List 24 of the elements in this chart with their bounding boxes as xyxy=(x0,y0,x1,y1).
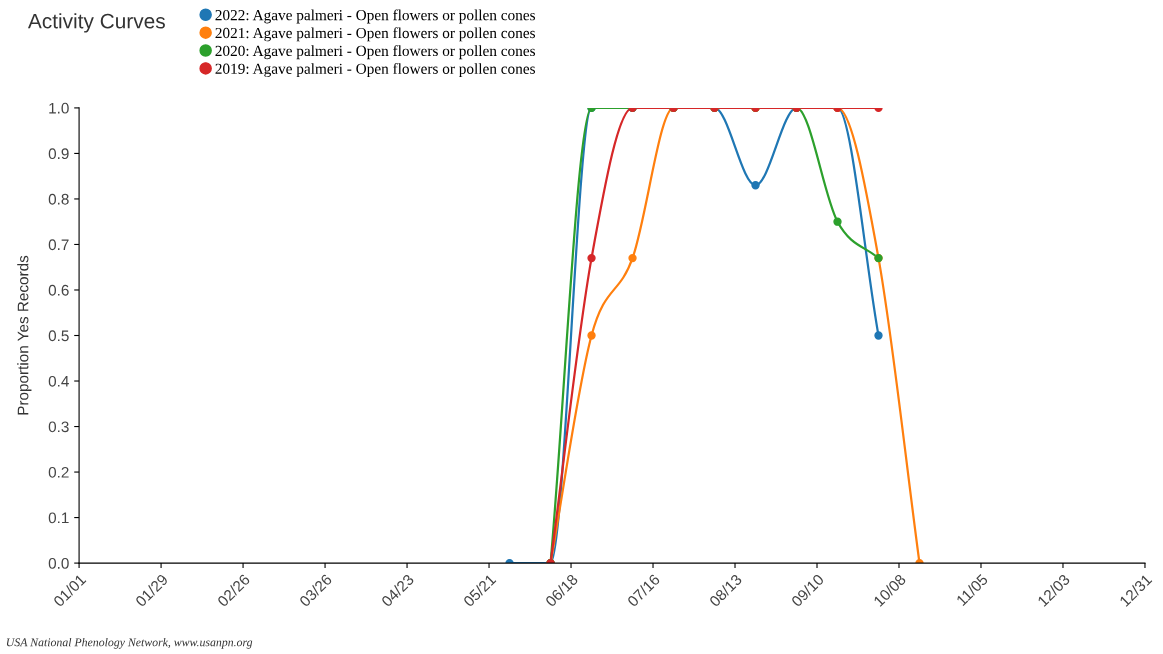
point xyxy=(833,217,842,226)
legend-label: 2021: Agave palmeri - Open flowers or pollen cones xyxy=(215,27,536,42)
y-tick-label: 0.1 xyxy=(48,512,69,524)
y-tick-label: 1.0 xyxy=(49,102,69,114)
legend-label: 2022: Agave palmeri - Open flowers or pollen cones xyxy=(215,9,536,24)
legend-label: 2019: Agave palmeri - Open flowers or pollen cones xyxy=(215,63,536,78)
point xyxy=(587,253,596,263)
y-tick-label: 0.5 xyxy=(48,330,69,342)
point xyxy=(874,331,883,340)
y-tick-label: 0.2 xyxy=(48,466,69,478)
y-tick-label: 0.6 xyxy=(48,284,69,296)
chart-title: Activity Curves xyxy=(27,13,165,33)
y-tick-label: 0.0 xyxy=(48,557,69,569)
y-tick-label: 0.3 xyxy=(48,421,69,433)
text: USA National Phenology Network, www.usanpn.org xyxy=(6,637,253,649)
y-tick-label: 0.4 xyxy=(48,375,69,387)
point xyxy=(751,181,760,190)
y-tick-label: 0.8 xyxy=(48,193,69,205)
legend-label: 2020: Agave palmeri - Open flowers or pollen cones xyxy=(215,45,536,60)
y-tick-label: 0.7 xyxy=(48,239,69,251)
y-axis-title: Proportion Yes Records xyxy=(17,255,32,415)
y-tick-label: 0.9 xyxy=(48,148,69,160)
point xyxy=(628,253,637,263)
point xyxy=(587,331,596,340)
